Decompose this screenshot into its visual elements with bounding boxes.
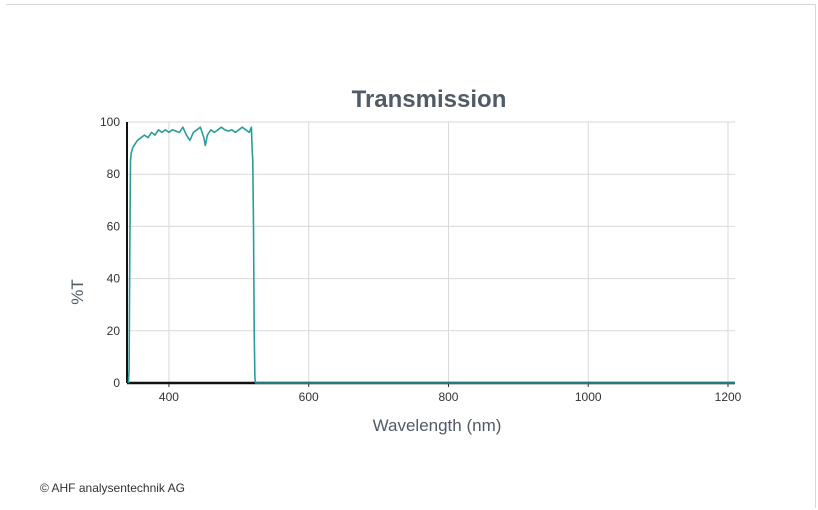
copyright-notice: © AHF analysentechnik AG bbox=[40, 481, 185, 495]
y-tick-label: 40 bbox=[107, 272, 121, 286]
grid bbox=[127, 121, 735, 383]
y-tick-label: 60 bbox=[107, 219, 121, 233]
y-axis-label: %T bbox=[68, 279, 87, 305]
y-tick-label: 20 bbox=[107, 324, 121, 338]
x-axis-label: Wavelength (nm) bbox=[373, 416, 502, 435]
axes bbox=[126, 122, 735, 387]
series-group bbox=[127, 126, 735, 384]
x-tick-label: 400 bbox=[159, 390, 179, 404]
x-tick-label: 1000 bbox=[575, 390, 602, 404]
x-tick-label: 1200 bbox=[715, 390, 742, 404]
chart-title: Transmission bbox=[352, 86, 507, 113]
y-tick-label: 80 bbox=[107, 167, 121, 181]
chart-frame bbox=[6, 4, 816, 508]
y-tick-label: 0 bbox=[113, 376, 120, 390]
x-tick-label: 600 bbox=[299, 390, 319, 404]
series-line-1 bbox=[127, 126, 735, 384]
x-tick-label: 800 bbox=[438, 390, 458, 404]
tick-labels: 0 20 40 60 80 100 400 600 800 1000 1200 bbox=[100, 115, 742, 404]
y-tick-label: 100 bbox=[100, 115, 120, 129]
